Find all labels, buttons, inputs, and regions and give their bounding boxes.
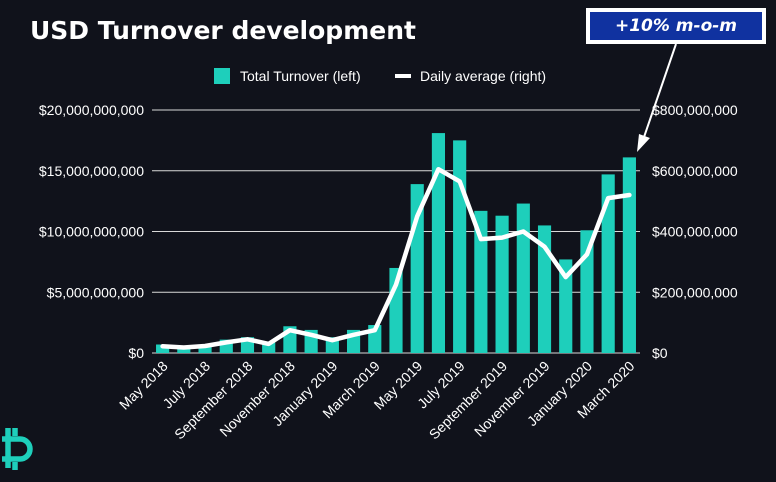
turnover-bar bbox=[262, 342, 276, 353]
turnover-bars bbox=[156, 133, 636, 353]
right-tick-label: $0 bbox=[652, 345, 668, 361]
legend: Total Turnover (left) Daily average (rig… bbox=[214, 68, 546, 84]
left-tick-label: $20,000,000,000 bbox=[39, 102, 144, 118]
turnover-bar bbox=[431, 133, 446, 353]
turnover-bar bbox=[474, 210, 488, 353]
chart-title: USD Turnover development bbox=[30, 16, 416, 45]
turnover-bar bbox=[537, 225, 552, 353]
x-tick-label: September 2018 bbox=[171, 358, 256, 443]
legend-bar-label: Total Turnover (left) bbox=[240, 68, 361, 84]
turnover-bar bbox=[516, 203, 530, 353]
daily-average-series-line bbox=[160, 166, 632, 350]
right-axis: $0 $200,000,000 $400,000,000 $600,000,000 $8… bbox=[652, 102, 738, 361]
right-tick-label: $600,000,000 bbox=[652, 163, 738, 179]
x-tick-label: November 2019 bbox=[471, 358, 553, 440]
legend-line-label: Daily average (right) bbox=[420, 68, 546, 84]
left-tick-label: $15,000,000,000 bbox=[39, 163, 144, 179]
daily-average-line bbox=[160, 166, 632, 350]
turnover-bar bbox=[198, 344, 212, 353]
left-tick-label: $0 bbox=[128, 345, 144, 361]
mom-badge: +10% m-o-m bbox=[586, 8, 766, 44]
left-tick-label: $5,000,000,000 bbox=[47, 284, 145, 300]
turnover-bar bbox=[177, 346, 191, 353]
turnover-bar bbox=[495, 215, 509, 353]
turnover-bar bbox=[453, 140, 467, 353]
right-tick-label: $800,000,000 bbox=[652, 102, 738, 118]
turnover-bar bbox=[601, 174, 615, 353]
left-axis: $0 $5,000,000,000 $10,000,000,000 $15,000,0… bbox=[39, 102, 144, 361]
legend-bar-swatch bbox=[214, 68, 230, 84]
turnover-bar bbox=[559, 259, 573, 353]
logo-icon bbox=[2, 428, 33, 470]
mom-badge-label: +10% m-o-m bbox=[590, 12, 762, 40]
right-tick-label: $400,000,000 bbox=[652, 224, 738, 240]
x-tick-label: September 2019 bbox=[426, 358, 511, 443]
turnover-bar bbox=[622, 157, 636, 353]
x-tick-label: November 2018 bbox=[216, 358, 298, 440]
left-tick-label: $10,000,000,000 bbox=[39, 224, 144, 240]
right-tick-label: $200,000,000 bbox=[652, 284, 738, 300]
turnover-bar bbox=[156, 344, 170, 353]
annotation-arrow bbox=[637, 43, 677, 152]
